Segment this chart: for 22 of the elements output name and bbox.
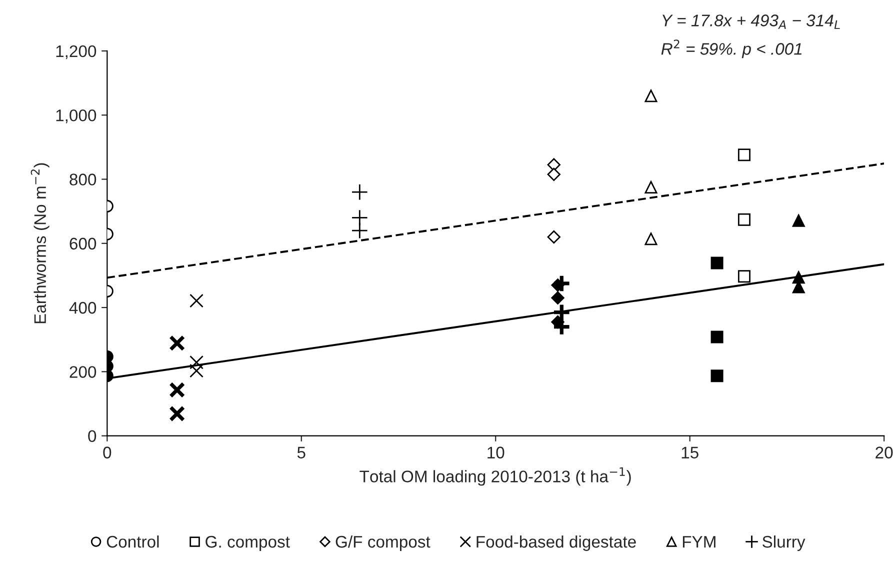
text: Y = 17.8x + 493$_{A}$ − 314$_{L}$ xyxy=(662,14,840,29)
y-tick-label: 600 xyxy=(70,238,96,250)
legend-label: Slurry xyxy=(762,535,806,551)
legend-label: Food-based digestate xyxy=(476,535,636,551)
y-tick-label: 200 xyxy=(70,366,96,378)
y-tick-label: 0 xyxy=(88,430,96,442)
legend-label: G. compost xyxy=(206,536,290,551)
legend-label: FYM xyxy=(682,536,716,548)
y-axis-title: Earthworms (No m$^{−2}$) xyxy=(30,163,50,324)
y-tick-label: 400 xyxy=(69,302,96,314)
y-tick-label: 1,200 xyxy=(56,45,96,60)
y-tick-label: 800 xyxy=(70,174,96,186)
x-tick-label: 15 xyxy=(682,446,698,458)
x-tick-label: 5 xyxy=(297,446,306,458)
legend-label: Control xyxy=(106,535,159,548)
y-tick-label: 1,000 xyxy=(56,109,96,124)
x-tick-label: 0 xyxy=(103,446,112,458)
x-tick-label: 20 xyxy=(876,446,893,458)
annotation: R$^{2}$ = 59%. p < .001 xyxy=(661,40,802,58)
x-axis-title: Total OM loading 2010-2013 (t ha$^{−1}$) xyxy=(360,467,631,486)
legend-label: G/F compost xyxy=(336,535,430,551)
x-tick-label: 10 xyxy=(488,446,504,458)
